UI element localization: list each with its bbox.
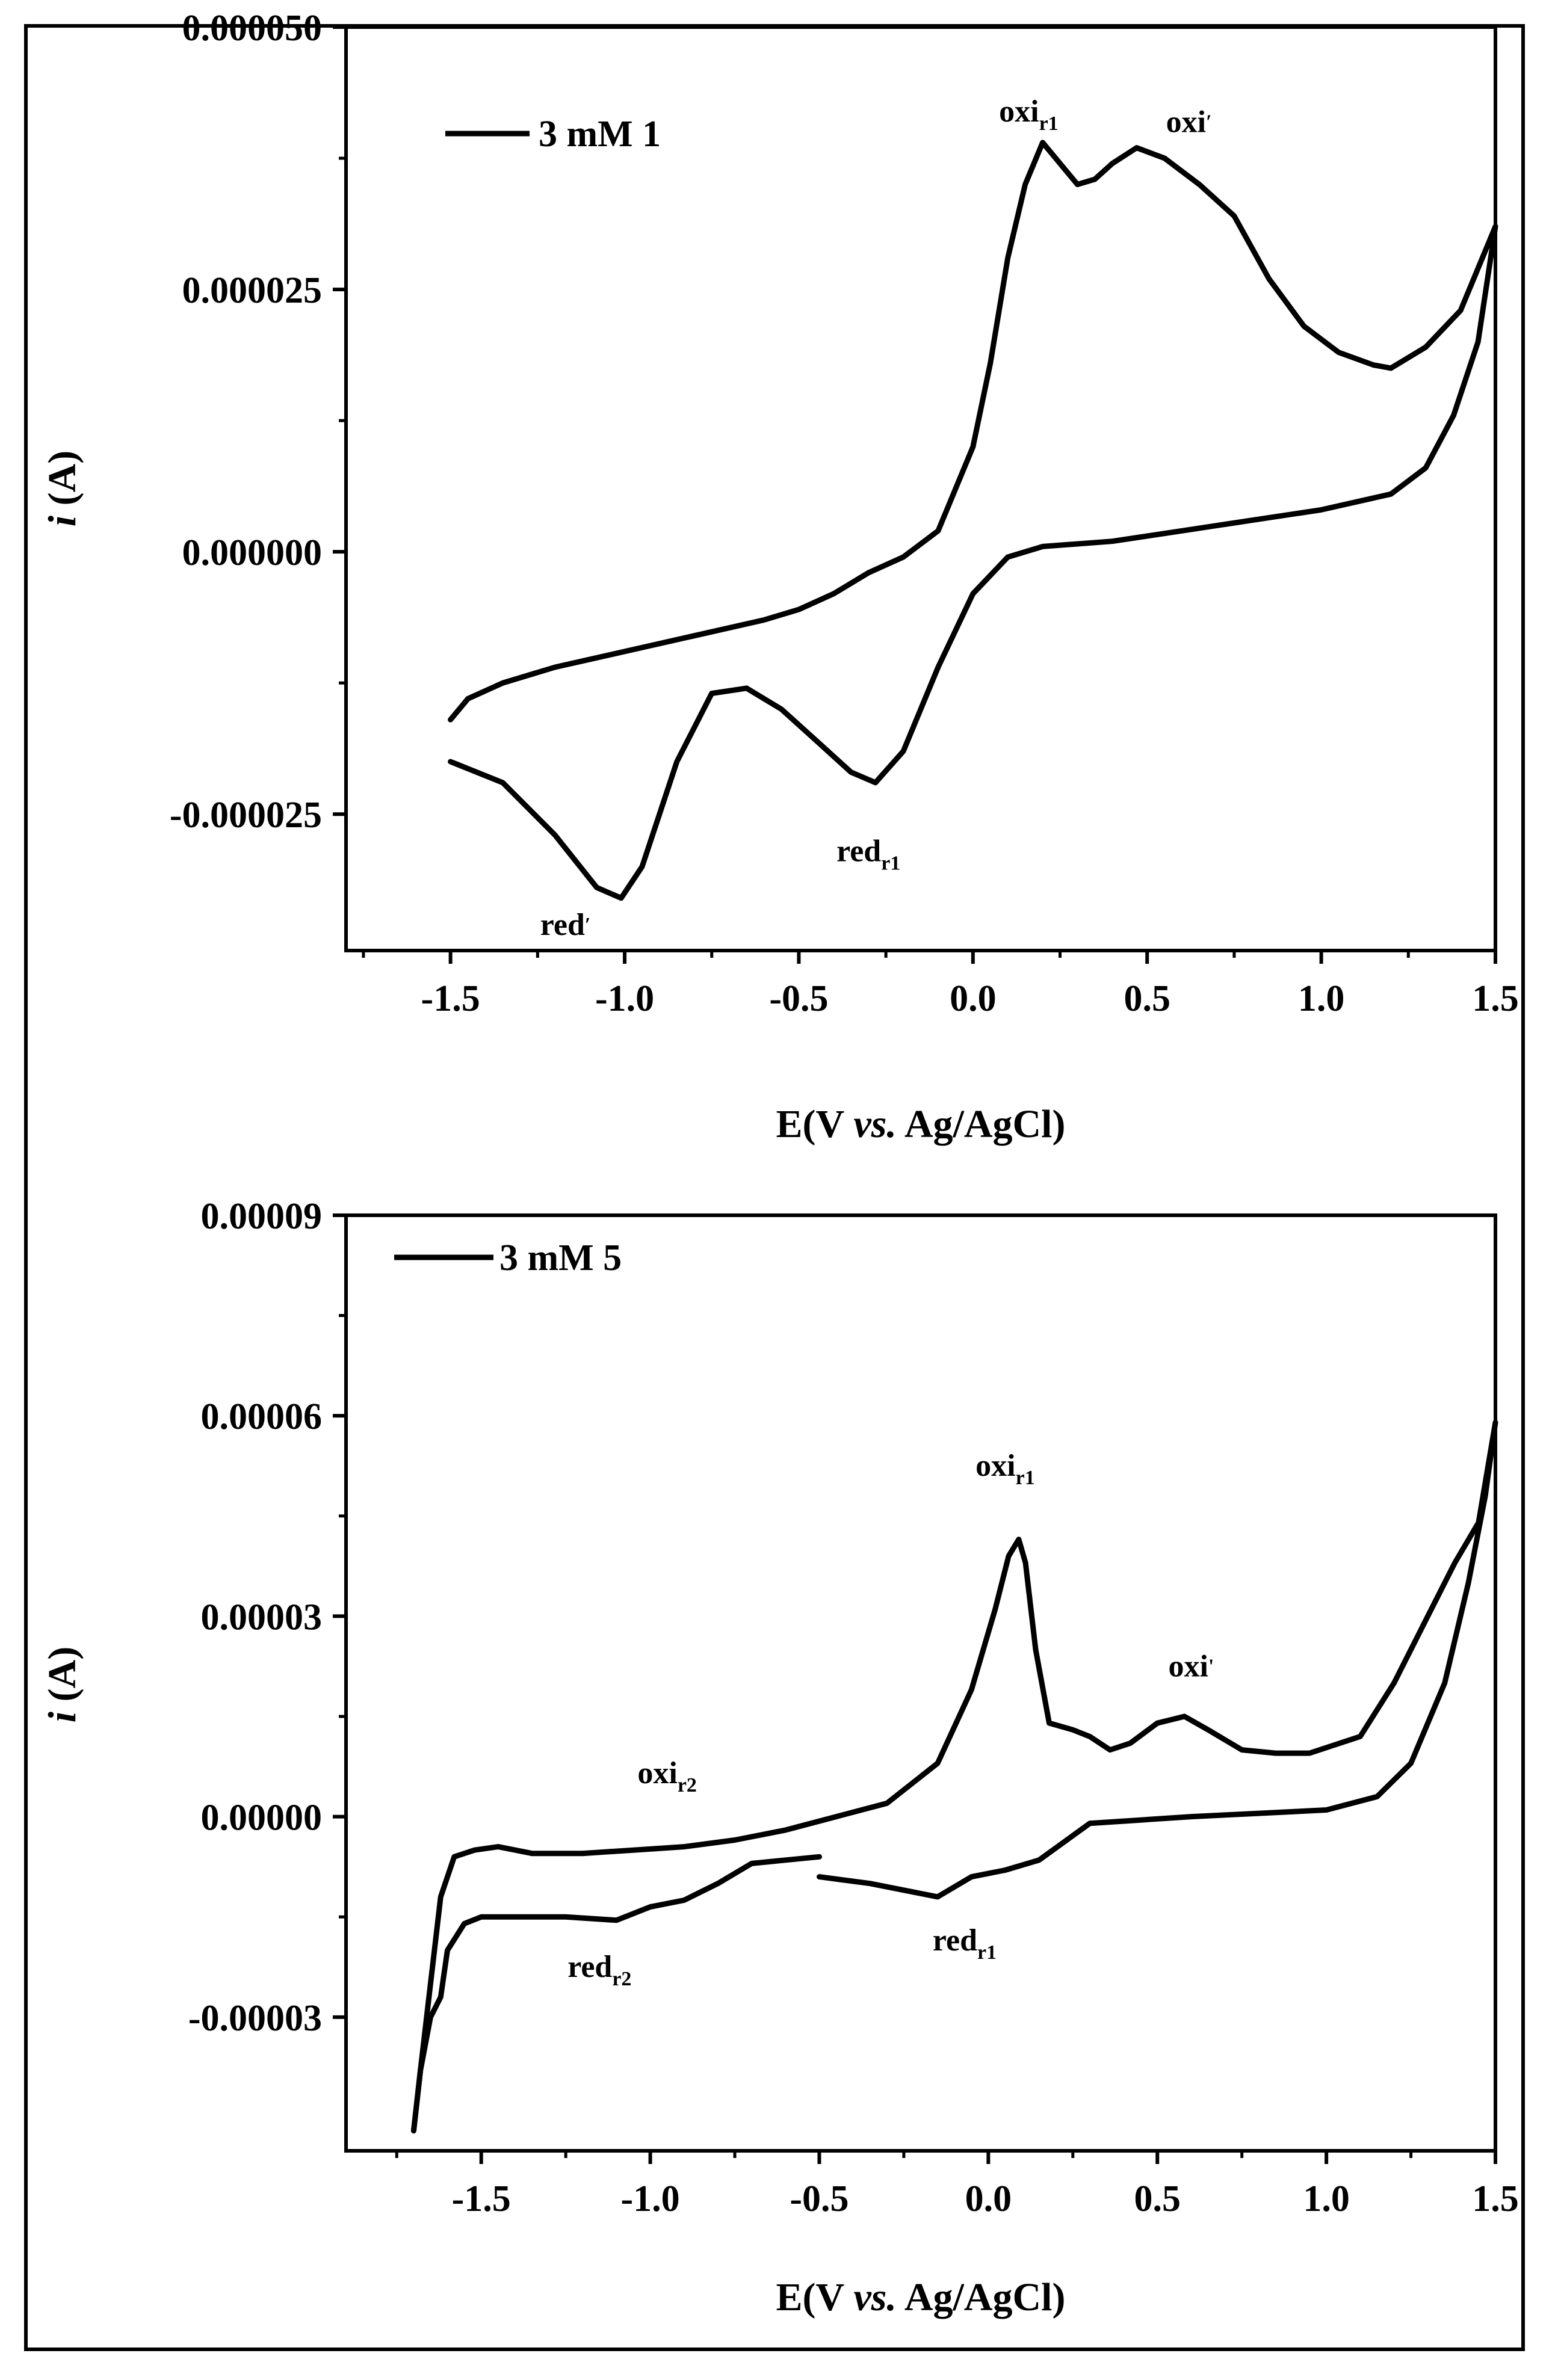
x-axis-label-2: E(V vs. Ag/AgCl) xyxy=(776,2275,1066,2319)
x-label-part: E(V xyxy=(776,2275,854,2319)
y-tick-label: 0.00003 xyxy=(201,1597,323,1638)
x-label-part: E(V xyxy=(776,1102,854,1146)
peak-label-sub: r2 xyxy=(678,1774,697,1796)
legend-label-1: 3 mM 1 xyxy=(539,114,661,155)
legend-2: 3 mM 5 xyxy=(394,1238,622,1278)
plot-area-2 xyxy=(344,1213,1497,2153)
x-tick-label: 0.5 xyxy=(1124,978,1170,1019)
x-tick-label: -0.5 xyxy=(769,978,828,1019)
peak-label-base: oxi xyxy=(1166,105,1206,139)
x-tick-label: 1.5 xyxy=(1472,978,1519,1019)
y-tick-label: -0.000025 xyxy=(170,795,322,836)
x-tick-label: 1.5 xyxy=(1472,2178,1519,2219)
x-tick-label: -1.0 xyxy=(621,2178,680,2219)
y-tick-label: -0.00003 xyxy=(188,1998,322,2039)
peak-label-sub: ′ xyxy=(1206,111,1212,133)
peak-label-base: oxi xyxy=(975,1449,1015,1483)
peak-label-base: oxi xyxy=(637,1756,677,1790)
x-axis-label-1: E(V vs. Ag/AgCl) xyxy=(776,1102,1066,1146)
y-label-italic: i xyxy=(40,515,84,526)
peak-label-sub: r1 xyxy=(881,852,900,875)
x-tick-label: 0.0 xyxy=(950,978,997,1019)
peak-label-base: red xyxy=(567,1950,612,1984)
peak-label: redr1 xyxy=(836,834,900,875)
series-line-3mM-5-a xyxy=(410,1854,822,2134)
peak-label: oxi' xyxy=(1168,1649,1214,1683)
legend-label-2: 3 mM 5 xyxy=(499,1238,622,1278)
peak-label: oxir1 xyxy=(999,94,1059,135)
peak-label: oxi′ xyxy=(1166,105,1212,139)
legend-1: 3 mM 1 xyxy=(445,114,661,155)
x-tick-label: 0.5 xyxy=(1134,2178,1181,2219)
y-tick-label: 0.000050 xyxy=(182,8,323,49)
x-label-part: vs. xyxy=(854,2275,897,2319)
plot-area-1 xyxy=(344,25,1497,952)
peak-label-sub: r1 xyxy=(977,1941,997,1964)
peak-label-base: red xyxy=(540,908,585,942)
x-tick-label: -1.0 xyxy=(595,978,654,1019)
x-tick-label: 1.0 xyxy=(1303,2178,1350,2219)
y-axis-ticks-2: -0.00003 0.00000 0.00003 0.00006 0.00009 xyxy=(188,1196,346,2039)
x-axis-ticks-1: -1.5 -1.0 -0.5 0.0 0.5 1.0 1.5 xyxy=(362,951,1519,1019)
x-label-part: Ag/AgCl) xyxy=(897,2275,1066,2319)
peak-label-base: oxi xyxy=(999,94,1039,129)
y-axis-label-1: i (A) xyxy=(40,451,84,526)
peak-label-base: red xyxy=(836,834,881,869)
peak-label-sub: r1 xyxy=(1016,1467,1035,1489)
peak-label: oxir1 xyxy=(975,1449,1035,1489)
x-axis-ticks-2: -1.5 -1.0 -0.5 0.0 0.5 1.0 1.5 xyxy=(395,2151,1519,2219)
x-tick-label: -1.5 xyxy=(452,2178,511,2219)
peak-label-base: oxi xyxy=(1168,1649,1208,1683)
peak-label-sub: ′ xyxy=(585,914,591,936)
y-label-rest: (A) xyxy=(40,1647,84,1712)
peak-label-sub: r1 xyxy=(1039,113,1059,135)
series-line-3mM-1 xyxy=(448,140,1498,901)
x-label-part: Ag/AgCl) xyxy=(897,1102,1066,1146)
peak-label: redr1 xyxy=(933,1923,997,1964)
y-tick-label: 0.000000 xyxy=(182,532,323,573)
peak-label: red′ xyxy=(540,908,591,942)
peak-label: redr2 xyxy=(567,1950,631,1990)
x-tick-label: -1.5 xyxy=(421,978,480,1019)
peak-label-sub: ' xyxy=(1208,1655,1214,1677)
y-axis-label-2: i (A) xyxy=(40,1647,84,1722)
y-label-italic: i xyxy=(40,1711,84,1722)
x-tick-label: 1.0 xyxy=(1298,978,1345,1019)
y-tick-label: 0.000025 xyxy=(182,270,323,311)
y-axis-ticks-1: -0.000025 0.000000 0.000025 0.000050 xyxy=(170,8,346,836)
peak-label-sub: r2 xyxy=(612,1968,631,1990)
y-label-rest: (A) xyxy=(40,451,84,516)
peak-label-base: red xyxy=(933,1923,977,1958)
chart-panel-2: -0.00003 0.00000 0.00003 0.00006 0.00009 -1.… xyxy=(40,1196,1519,2319)
peak-label: oxir2 xyxy=(637,1756,697,1796)
series-line-3mM-5-b xyxy=(410,1419,1498,2134)
y-tick-label: 0.00006 xyxy=(201,1396,323,1437)
x-tick-label: -0.5 xyxy=(790,2178,849,2219)
y-tick-label: 0.00009 xyxy=(201,1196,323,1237)
x-tick-label: 0.0 xyxy=(965,2178,1012,2219)
x-label-part: vs. xyxy=(854,1102,897,1146)
y-tick-label: 0.00000 xyxy=(201,1798,323,1839)
